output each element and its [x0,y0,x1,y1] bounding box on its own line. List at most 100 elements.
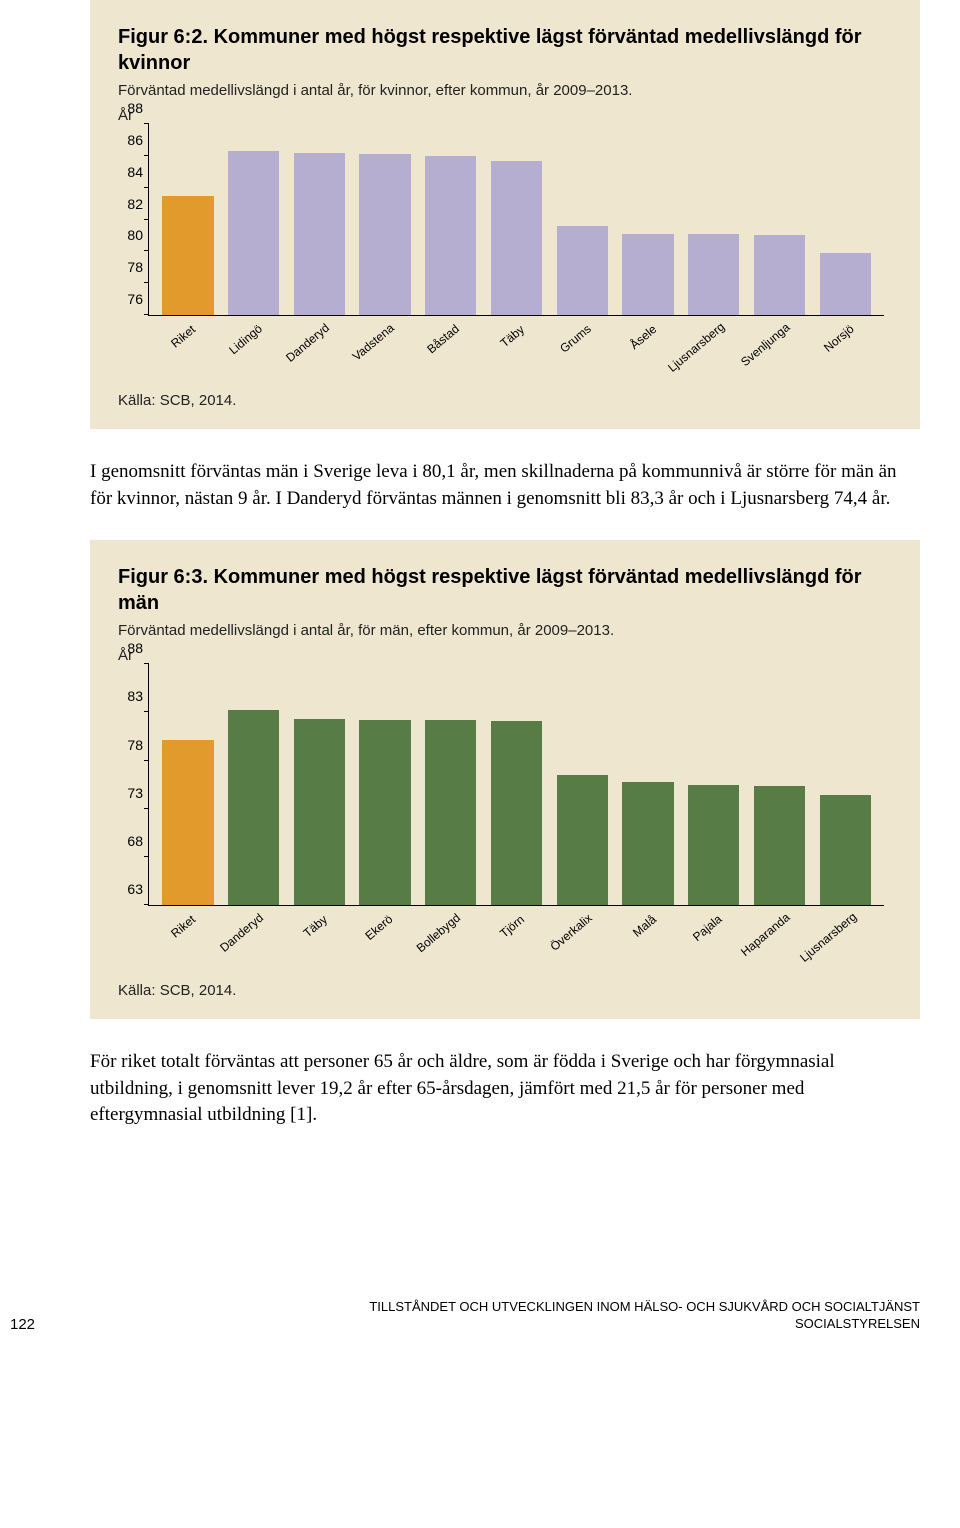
xlabel-slot: Grums [549,316,615,364]
chart2-bars [149,664,884,905]
paragraph-1: I genomsnitt förväntas män i Sverige lev… [90,459,920,512]
bar [162,740,213,905]
ytick-mark [144,155,149,156]
xlabel: Ekerö [363,912,396,943]
ytick-mark [144,663,149,664]
page-footer: 122 TILLSTÅNDET OCH UTVECKLINGEN INOM HÄ… [90,1299,920,1353]
xlabel: Riket [168,912,198,940]
bar-slot [747,124,813,315]
chart1-area: 76788082848688 Riket LidingöDanderyd Vadst… [148,124,884,364]
ytick-mark [144,711,149,712]
chart1-title-lead: Figur 6:2. [118,26,208,48]
chart1-plot: 76788082848688 [148,124,884,316]
ytick-mark [144,808,149,809]
footer-line2: SOCIALSTYRELSEN [369,1316,920,1333]
xlabel-slot: Svenljunga [746,316,812,364]
xlabel-slot: Malå [615,906,681,954]
xlabel-slot: Ljusnarsberg [812,906,878,954]
xlabel: Pajala [690,912,725,944]
chart2-area: 636873788388 RiketDanderydTäbyEkeröBolle… [148,664,884,954]
bar-slot [418,664,484,905]
bar [688,234,739,315]
bar-slot [155,124,221,315]
bar-slot [352,124,418,315]
xlabel: Tjörn [497,912,527,940]
xlabel: Riket [168,322,198,350]
chart1-title: Figur 6:2. Kommuner med högst respektive… [118,24,892,76]
chart1-subtitle: Förväntad medellivslängd i antal år, för… [118,82,892,99]
chart2-title-rest: Kommuner med högst respektive lägst förv… [118,566,862,614]
bar [294,719,345,905]
ytick-mark [144,250,149,251]
footer-line1: TILLSTÅNDET OCH UTVECKLINGEN INOM HÄLSO-… [369,1299,920,1316]
bar [162,196,213,315]
bar-slot [418,124,484,315]
xlabel-slot: Lidingö [220,316,286,364]
xlabel-slot: Haparanda [746,906,812,954]
ytick-label: 88 [127,100,149,116]
xlabel-slot: Båstad [417,316,483,364]
bar-slot [484,664,550,905]
xlabel: Bollebygd [414,911,463,956]
bar-slot [615,664,681,905]
bar [359,154,410,315]
bar [228,151,279,315]
xlabel-slot: Danderyd [220,906,286,954]
xlabel-slot: Vadstena [351,316,417,364]
chart1-source: Källa: SCB, 2014. [118,392,892,409]
bar [294,153,345,315]
bar [425,720,476,905]
xlabel: Täby [300,912,329,940]
ytick-label: 86 [127,132,149,148]
xlabel: Malå [630,913,659,940]
ytick-label: 76 [127,291,149,307]
ytick-label: 63 [127,881,149,897]
xlabel: Överkalix [547,911,594,954]
ytick-mark [144,856,149,857]
bar-slot [286,124,352,315]
chart-box-2: Figur 6:3. Kommuner med högst respektive… [90,540,920,1019]
ytick-mark [144,123,149,124]
chart-box-1: Figur 6:2. Kommuner med högst respektive… [90,0,920,429]
bar-slot [549,664,615,905]
xlabel: Norsjö [821,322,857,355]
bar [754,786,805,906]
xlabel-slot: Danderyd [286,316,352,364]
chart2-title-lead: Figur 6:3. [118,566,208,588]
xlabel: Vadstena [350,321,397,364]
ytick-label: 84 [127,164,149,180]
chart2-ylabel: År [118,647,892,664]
chart1-ylabel: År [118,107,892,124]
ytick-mark [144,219,149,220]
bar-slot [221,664,287,905]
bar [491,721,542,905]
bar [622,234,673,315]
bar-slot [221,124,287,315]
xlabel-slot: Riket [154,906,220,954]
bar-slot [549,124,615,315]
bar [359,720,410,905]
ytick-label: 80 [127,227,149,243]
bar [754,235,805,315]
xlabel-slot: Ekerö [351,906,417,954]
ytick-label: 82 [127,196,149,212]
xlabel-slot: Ljusnarsberg [681,316,747,364]
xlabel-slot: Överkalix [549,906,615,954]
ytick-label: 83 [127,688,149,704]
xlabel-slot: Pajala [681,906,747,954]
xlabel-slot: Åsele [615,316,681,364]
bar [557,775,608,905]
bar [688,785,739,906]
ytick-mark [144,282,149,283]
chart2-xlabels: Riket Danderyd Täby Ekerö Bollebygd Tjörn Över… [148,906,884,954]
xlabel: Haparanda [738,910,792,959]
bar [425,156,476,315]
chart1-xlabels: RiketLidingöDanderydVadstenaBåstadTäbyGr… [148,316,884,364]
ytick-label: 68 [127,833,149,849]
bar [557,226,608,315]
bar [820,253,871,315]
ytick-label: 78 [127,259,149,275]
xlabel: Danderyd [283,321,332,365]
footer-right: TILLSTÅNDET OCH UTVECKLINGEN INOM HÄLSO-… [369,1299,920,1333]
bar-slot [155,664,221,905]
